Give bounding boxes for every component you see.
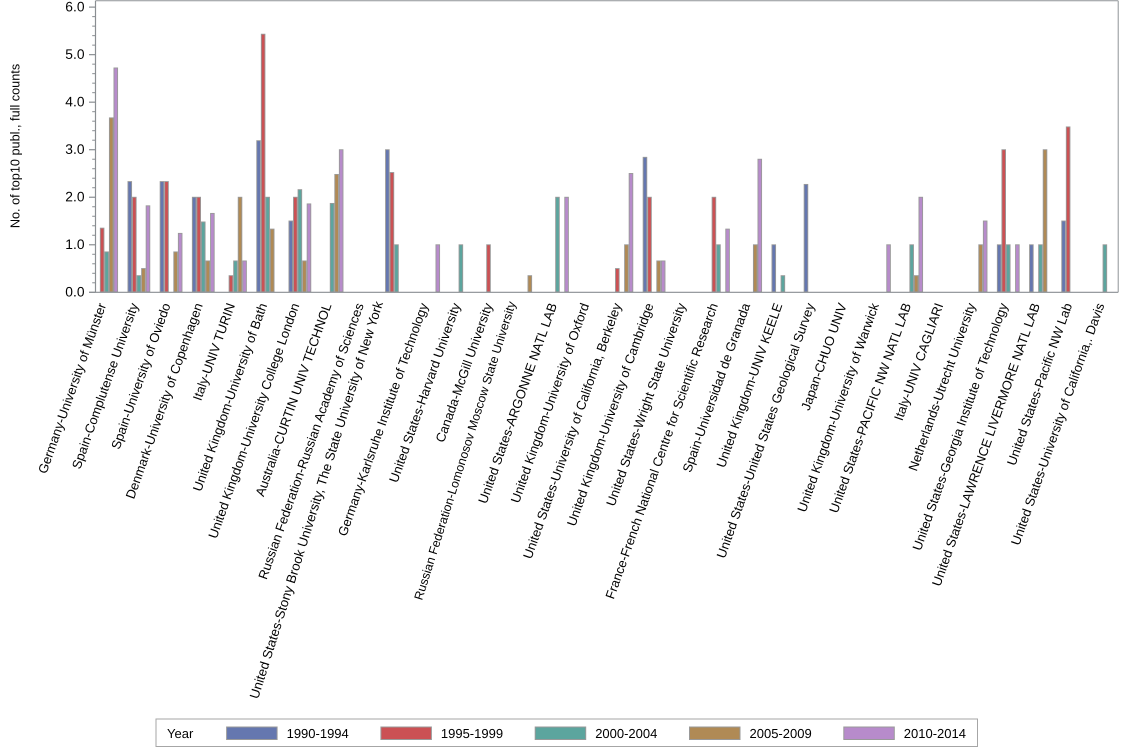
svg-text:1.0: 1.0 (65, 237, 85, 252)
svg-text:3.0: 3.0 (65, 142, 85, 157)
svg-text:1990-1994: 1990-1994 (287, 726, 349, 741)
svg-text:0.0: 0.0 (65, 284, 85, 299)
svg-text:5.0: 5.0 (65, 47, 85, 62)
svg-text:4.0: 4.0 (65, 94, 85, 109)
svg-text:2000-2004: 2000-2004 (595, 726, 657, 741)
svg-text:No. of top10 publ., full count: No. of top10 publ., full counts (9, 64, 23, 228)
svg-text:2005-2009: 2005-2009 (749, 726, 811, 741)
svg-text:Year: Year (167, 726, 194, 741)
svg-text:2.0: 2.0 (65, 189, 85, 204)
svg-text:2010-2014: 2010-2014 (904, 726, 966, 741)
svg-text:6.0: 6.0 (65, 0, 85, 14)
svg-text:1995-1999: 1995-1999 (441, 726, 503, 741)
